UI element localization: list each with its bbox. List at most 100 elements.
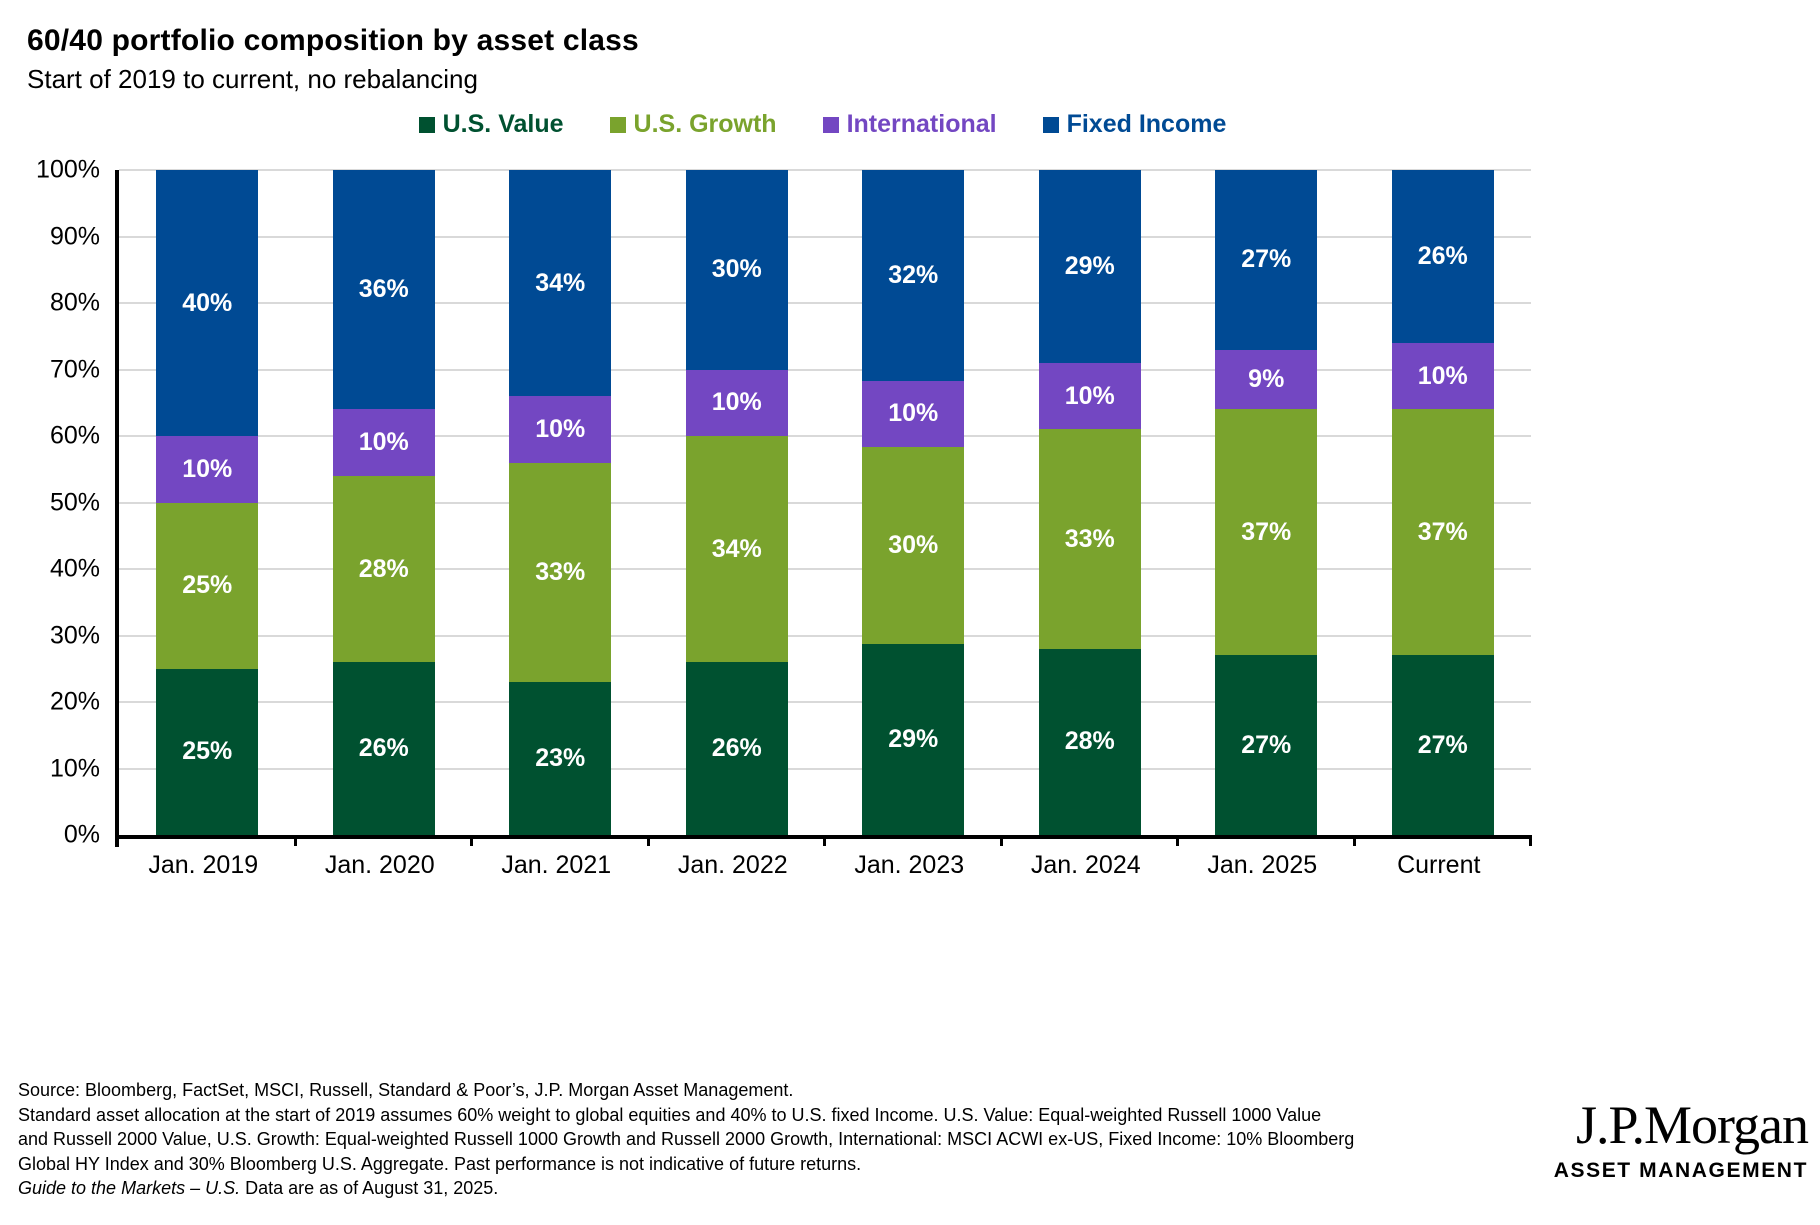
bar-segment-u-s-value: 27% [1391, 655, 1494, 835]
y-tick-label: 50% [49, 488, 100, 516]
bar-segment-label: 9% [1248, 364, 1285, 393]
x-axis-category-label: Jan. 2022 [677, 851, 788, 879]
bar-segment-u-s-value: 29% [862, 644, 965, 835]
bar-segment-label: 34% [711, 534, 762, 563]
y-tick-label: 80% [49, 288, 100, 317]
bar-segment-label: 10% [1417, 361, 1468, 390]
source-footnote: Source: Bloomberg, FactSet, MSCI, Russel… [18, 1078, 1354, 1201]
gridline [119, 767, 1531, 770]
bar-column-jan-2019: 25% 25% 10% 40% [119, 170, 296, 835]
legend-swatch-icon [418, 116, 435, 133]
legend-label: U.S. Growth [633, 110, 777, 138]
legend-item-international: International [822, 110, 997, 139]
bar-segment-label: 37% [1241, 517, 1292, 546]
legend-item-u-s-growth: U.S. Growth [609, 110, 777, 139]
x-axis-tick [999, 835, 1003, 846]
bar-segment-label: 10% [358, 428, 409, 457]
bar-segment-label: 23% [535, 744, 586, 773]
bar-segment-u-s-growth: 25% [156, 502, 259, 669]
x-axis-tick [1176, 835, 1179, 846]
x-axis-category-label: Current [1397, 851, 1481, 879]
bar-segment-u-s-value: 26% [685, 662, 788, 835]
x-axis-category-label: Jan. 2019 [148, 851, 259, 879]
bar-segment-fixed-income: 29% [1038, 170, 1141, 363]
gridline [119, 169, 1531, 171]
jpmorgan-logo: J.P.Morgan ASSET MANAGEMENT [1553, 1095, 1809, 1183]
legend-swatch-icon [822, 116, 839, 133]
bar-segment-label: 36% [358, 275, 409, 304]
footnote-lines: Source: Bloomberg, FactSet, MSCI, Russel… [18, 1078, 1354, 1176]
bar-segment-fixed-income: 26% [1391, 170, 1494, 343]
bar-segment-label: 37% [1417, 517, 1468, 546]
gridline [119, 634, 1531, 637]
gridline [119, 235, 1531, 238]
stacked-bar: 27% 37% 9% 27% [1215, 170, 1318, 835]
bar-segment-label: 30% [888, 530, 939, 559]
legend-swatch-icon [1042, 116, 1059, 133]
bar-segment-u-s-growth: 37% [1391, 409, 1494, 656]
footnote-line: Standard asset allocation at the start o… [18, 1104, 1322, 1125]
bar-segment-label: 27% [1241, 245, 1292, 274]
bar-segment-u-s-growth: 28% [332, 475, 435, 663]
stacked-bar: 23% 33% 10% 34% [509, 170, 612, 835]
bar-segment-label: 29% [888, 725, 939, 754]
x-axis-category-label: Jan. 2020 [324, 851, 435, 879]
x-axis-tick [470, 835, 473, 846]
bar-segment-label: 10% [535, 414, 586, 443]
jpmorgan-wordmark: J.P.Morgan [1575, 1095, 1809, 1155]
y-axis-stub [115, 835, 119, 847]
bar-column-jan-2025: 27% 37% 9% 27% [1178, 170, 1355, 835]
chart-header: 60/40 portfolio composition by asset cla… [27, 24, 639, 95]
bar-segment-international: 10% [862, 380, 965, 447]
x-axis-category-label: Jan. 2021 [501, 851, 612, 879]
x-axis-category-label: Jan. 2024 [1030, 851, 1141, 879]
bar-segment-label: 33% [1064, 524, 1115, 553]
y-tick-label: 30% [49, 621, 100, 649]
legend-label: Fixed Income [1066, 110, 1227, 138]
legend-swatch-icon [609, 116, 626, 133]
stacked-bar: 27% 37% 10% 26% [1391, 170, 1494, 835]
bar-column-jan-2022: 26% 34% 10% 30% [649, 170, 826, 835]
plot-area: 25% 25% 10% 40% 26% 28% 10% 36% 23% 33% 10% 34% 26% 3… [115, 169, 1532, 847]
bar-segment-international: 10% [685, 369, 788, 437]
y-tick-label: 20% [49, 687, 100, 716]
bar-segment-fixed-income: 32% [862, 170, 965, 381]
footnote-line: Source: Bloomberg, FactSet, MSCI, Russel… [18, 1080, 794, 1100]
y-axis-labels: 0% 10% 20% 30% 40% 50% 60% 70% 80% 90% 100% [0, 156, 100, 849]
gridline [119, 368, 1531, 371]
bar-column-jan-2021: 23% 33% 10% 34% [472, 170, 649, 835]
gridline [119, 701, 1531, 703]
gridline [119, 435, 1531, 437]
bar-segment-label: 10% [182, 454, 233, 483]
bar-segment-label: 27% [1417, 730, 1468, 759]
bar-segment-u-s-growth: 33% [1038, 429, 1141, 649]
gtm-title: Guide to the Markets – U.S. [18, 1178, 241, 1198]
footnote-gtm-line: Guide to the Markets – U.S. Data are as … [18, 1176, 1318, 1201]
stacked-bar: 25% 25% 10% 40% [156, 170, 259, 835]
stacked-bar: 26% 28% 10% 36% [332, 170, 435, 835]
bar-segment-u-s-growth: 30% [862, 446, 965, 645]
x-axis-tick [646, 835, 650, 846]
chart-legend: U.S. Value U.S. Growth International Fixed … [115, 110, 1530, 139]
legend-label: International [846, 110, 997, 138]
y-tick-label: 70% [49, 355, 100, 383]
bar-segment-fixed-income: 27% [1215, 170, 1318, 350]
footnote-line: Global HY Index and 30% Bloomberg U.S. A… [18, 1153, 862, 1174]
stacked-bar: 28% 33% 10% 29% [1038, 170, 1141, 835]
bar-segment-label: 25% [182, 737, 233, 766]
bar-segment-label: 26% [358, 734, 409, 763]
gridline [119, 568, 1531, 570]
bar-segment-label: 30% [711, 255, 762, 284]
bars-container: 25% 25% 10% 40% 26% 28% 10% 36% 23% 33% 10% 34% 26% 3… [119, 170, 1531, 835]
bar-segment-fixed-income: 40% [156, 170, 259, 436]
asset-management-label: ASSET MANAGEMENT [1553, 1159, 1808, 1183]
bar-segment-label: 10% [711, 388, 762, 417]
page-title: 60/40 portfolio composition by asset cla… [27, 24, 639, 57]
bar-segment-label: 40% [182, 288, 233, 317]
stacked-bar: 29% 30% 10% 32% [862, 170, 965, 835]
y-tick-label: 100% [36, 155, 100, 184]
gridline [119, 302, 1531, 304]
bar-segment-fixed-income: 36% [332, 170, 435, 410]
gridline [119, 501, 1531, 504]
bar-segment-u-s-value: 25% [156, 668, 259, 835]
